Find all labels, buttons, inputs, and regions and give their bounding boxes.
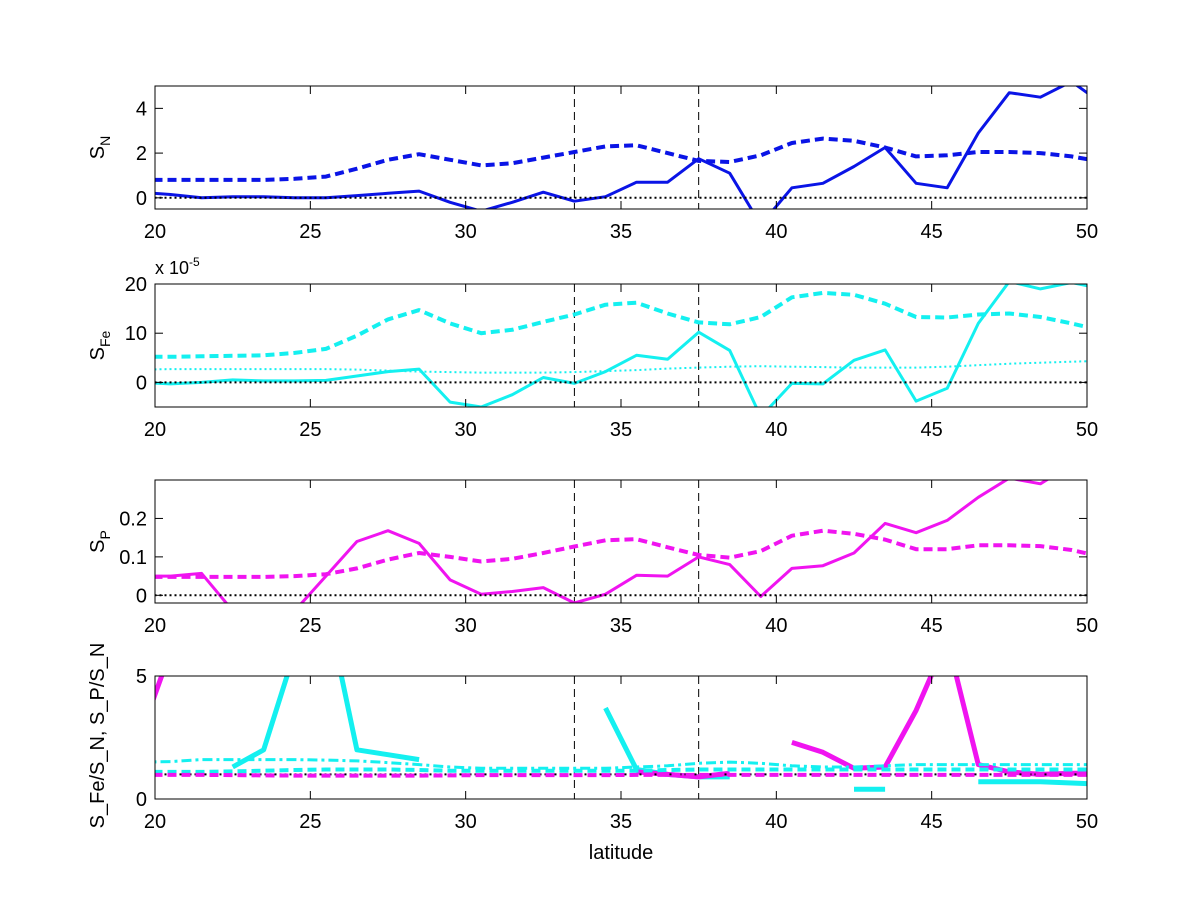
plot-area bbox=[155, 480, 1087, 603]
series-line-s-fe-dashed bbox=[155, 290, 1087, 359]
y-tick-label: 0 bbox=[136, 372, 147, 394]
series-line-s-p-dashed bbox=[155, 528, 1087, 579]
x-tick-label: 50 bbox=[1076, 811, 1098, 833]
series-group bbox=[155, 284, 1087, 407]
y-axis-label: SP bbox=[87, 530, 113, 553]
y-tick-label: 0.2 bbox=[119, 508, 147, 530]
y-tick-label: 2 bbox=[136, 143, 147, 165]
series-line-s-fe-s-n-dashdot bbox=[155, 758, 1087, 770]
x-tick-label: 40 bbox=[765, 615, 787, 637]
x-tick-label: 25 bbox=[299, 615, 321, 637]
x-tick-label: 45 bbox=[921, 615, 943, 637]
x-tick-label: 40 bbox=[765, 221, 787, 243]
x-tick-label: 20 bbox=[144, 221, 166, 243]
x-tick-label: 40 bbox=[765, 419, 787, 441]
series-group bbox=[155, 676, 1087, 799]
x-tick-label: 20 bbox=[144, 811, 166, 833]
series-line-s-fe-s-n-dashed bbox=[155, 767, 1087, 774]
x-tick-label: 35 bbox=[610, 811, 632, 833]
series-line-s-p bbox=[155, 480, 1050, 603]
x-tick-label: 30 bbox=[455, 811, 477, 833]
x-axis-label: latitude bbox=[589, 842, 654, 864]
y-axis-label: SN bbox=[87, 136, 113, 159]
y-tick-label: 20 bbox=[125, 274, 147, 296]
x-tick-label: 30 bbox=[455, 419, 477, 441]
x-tick-label: 50 bbox=[1076, 615, 1098, 637]
x-tick-label: 30 bbox=[455, 221, 477, 243]
x-tick-label: 45 bbox=[921, 811, 943, 833]
x-tick-label: 50 bbox=[1076, 221, 1098, 243]
series-line-s-n-dashed bbox=[155, 136, 1087, 182]
series-line-s-fe-dotted bbox=[155, 360, 1087, 374]
x-tick-label: 20 bbox=[144, 419, 166, 441]
x-tick-label: 30 bbox=[455, 615, 477, 637]
y-tick-label: 0 bbox=[136, 188, 147, 210]
x-tick-label: 20 bbox=[144, 615, 166, 637]
y-tick-label: 0.1 bbox=[119, 547, 147, 569]
x-tick-label: 45 bbox=[921, 221, 943, 243]
y-axis-label: SFe bbox=[87, 330, 113, 360]
x-tick-label: 50 bbox=[1076, 419, 1098, 441]
y-tick-label: 0 bbox=[136, 789, 147, 811]
x-tick-label: 40 bbox=[765, 811, 787, 833]
x-tick-label: 45 bbox=[921, 419, 943, 441]
x-tick-label: 25 bbox=[299, 221, 321, 243]
y-tick-label: 4 bbox=[136, 98, 147, 120]
subplot-4: 20 25 30 35 40 45 50 0 5 S_Fe/S_N, S_P/S_Nlatitud… bbox=[87, 643, 1098, 864]
subplot-2: 20 25 30 35 40 45 50 0 10 20 SFe x 10-5 bbox=[87, 255, 1098, 441]
y-axis-label: S_Fe/S_N, S_P/S_N bbox=[87, 643, 109, 829]
y-tick-label: 5 bbox=[136, 666, 147, 688]
x-tick-label: 35 bbox=[610, 419, 632, 441]
x-tick-label: 35 bbox=[610, 221, 632, 243]
axis-exponent: x 10-5 bbox=[155, 255, 200, 278]
series-line-s-fe bbox=[155, 284, 1087, 407]
subplot-1: 20 25 30 35 40 45 50 0 2 4 SN bbox=[87, 85, 1098, 243]
subplot-3: 20 25 30 35 40 45 50 0 0.1 0.2 SP bbox=[87, 479, 1098, 637]
x-tick-label: 25 bbox=[299, 811, 321, 833]
series-line-s-p-s-n-dashed bbox=[155, 772, 1087, 778]
x-tick-label: 25 bbox=[299, 419, 321, 441]
y-tick-label: 10 bbox=[125, 323, 147, 345]
series-group bbox=[155, 86, 1087, 209]
x-tick-label: 35 bbox=[610, 615, 632, 637]
y-tick-label: 0 bbox=[136, 585, 147, 607]
